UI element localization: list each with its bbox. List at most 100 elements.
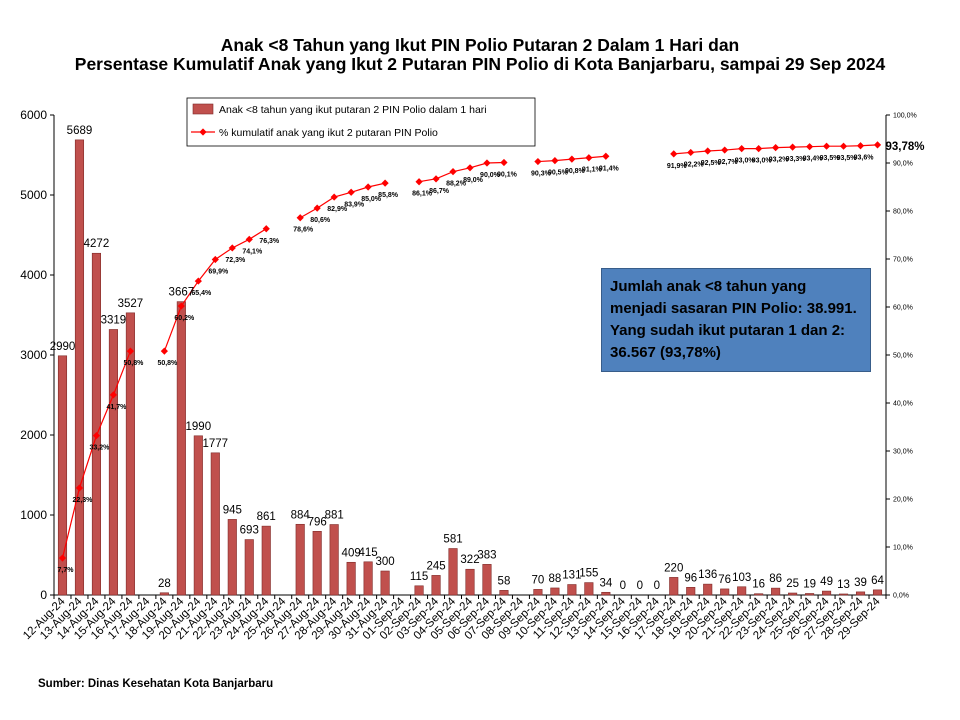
bar-data-label: 13 [837, 579, 850, 591]
line-data-label: 74,1% [242, 248, 263, 255]
line-marker [738, 145, 746, 153]
line-marker [483, 159, 491, 167]
left-y-tick-label: 0 [40, 588, 47, 602]
line-data-label: 22,3% [73, 497, 94, 504]
line-data-label: 91,4% [599, 165, 620, 172]
line-marker [500, 158, 508, 167]
bar [261, 525, 271, 596]
bar [363, 561, 373, 596]
bar [584, 582, 594, 596]
line-marker [721, 146, 729, 154]
right-y-tick-label: 70,0% [893, 257, 913, 264]
line-marker [211, 255, 219, 264]
line-data-label: 72,3% [225, 257, 246, 264]
bar [465, 568, 475, 596]
bar [91, 252, 101, 596]
bar [872, 589, 883, 596]
line-marker [228, 244, 236, 252]
line-marker [245, 235, 253, 243]
bar-data-label: 581 [443, 534, 462, 546]
line-data-label: 85,8% [378, 192, 399, 199]
line-marker [772, 144, 780, 152]
line-data-label: 93,3% [786, 156, 807, 163]
bar-data-label: 131 [562, 570, 581, 582]
bar-data-label: 3527 [118, 298, 144, 310]
line-data-label: 65,4% [191, 290, 212, 297]
line-marker [704, 147, 712, 155]
line-data-label: 76,3% [259, 238, 280, 245]
line-marker [755, 145, 763, 153]
bar [805, 593, 815, 596]
line-marker [75, 484, 84, 492]
line-marker [856, 142, 865, 150]
line-data-label: 90,0% [480, 172, 501, 179]
bar [567, 584, 577, 596]
bar-data-label: 1777 [203, 438, 229, 450]
bar-data-label: 28 [158, 578, 171, 590]
line-marker [347, 188, 355, 196]
bar-data-label: 136 [698, 569, 717, 581]
line-data-label: 93,6% [854, 155, 875, 162]
line-marker [364, 183, 372, 191]
bar-data-label: 19 [803, 578, 816, 590]
bar-data-label: 796 [308, 516, 327, 528]
line-data-label: 86,1% [412, 191, 433, 198]
bar-data-label: 881 [325, 510, 344, 522]
bar-data-label: 0 [637, 580, 643, 592]
line-marker [687, 148, 695, 157]
line-marker [381, 179, 389, 187]
bar-data-label: 0 [620, 580, 626, 592]
bar [703, 583, 713, 596]
bar [788, 592, 798, 596]
line-data-label: 82,9% [327, 206, 348, 213]
line-marker [449, 168, 457, 176]
bar-data-label: 16 [752, 579, 765, 591]
left-y-tick-label: 1000 [20, 508, 47, 522]
line-data-label: 93,5% [837, 155, 858, 162]
bar [499, 590, 509, 596]
line-data-label: 91,1% [582, 167, 603, 174]
right-y-tick-label: 0,0% [893, 593, 909, 600]
bar-data-label: 693 [240, 525, 259, 537]
bar-data-label: 34 [599, 577, 612, 589]
right-y-tick-label: 60,0% [893, 305, 913, 312]
chart-title-line-1: Anak <8 Tahun yang Ikut PIN Polio Putara… [220, 35, 740, 55]
line-data-label: 78,6% [293, 227, 314, 234]
bar [380, 570, 390, 596]
line-marker [466, 164, 474, 172]
line-marker [194, 277, 202, 285]
line-data-label: 92,2% [684, 161, 705, 168]
bar-data-label: 3667 [169, 287, 195, 299]
bar-data-label: 0 [654, 580, 660, 592]
bar-data-label: 415 [359, 547, 378, 559]
bar-data-label: 58 [498, 575, 511, 587]
right-y-tick-label: 90,0% [893, 161, 913, 168]
line-data-label: 93,78% [886, 141, 925, 153]
line-data-label: 90,1% [497, 172, 518, 179]
line-marker [58, 554, 67, 562]
legend-bar-label: Anak <8 tahun yang ikut putaran 2 PIN Po… [219, 104, 487, 116]
line-data-label: 60,2% [174, 315, 195, 322]
right-y-tick-label: 50,0% [893, 353, 913, 360]
line-marker [534, 157, 542, 166]
left-y-tick-label: 3000 [20, 348, 47, 362]
line-data-label: 92,7% [718, 159, 739, 166]
left-y-tick-label: 4000 [20, 268, 47, 282]
bar-data-label: 49 [820, 576, 833, 588]
bar-data-label: 409 [342, 547, 361, 559]
line-marker [551, 157, 559, 165]
legend-line-marker [199, 128, 207, 136]
legend-line-label: % kumulatif anak yang ikut 2 putaran PIN… [219, 127, 438, 139]
line-marker [313, 204, 321, 212]
bar-data-label: 103 [732, 572, 751, 584]
bar-data-label: 322 [460, 554, 479, 566]
line-data-label: 69,9% [208, 268, 229, 275]
bar-data-label: 25 [786, 578, 799, 590]
line-data-label: 90,5% [548, 170, 569, 177]
bar [533, 589, 543, 596]
line-data-label: 93,0% [735, 158, 756, 165]
bar [329, 524, 339, 596]
chart-title-line-2: Persentase Kumulatif Anak yang Ikut 2 Pu… [74, 54, 886, 74]
bar-data-label: 300 [376, 556, 395, 568]
